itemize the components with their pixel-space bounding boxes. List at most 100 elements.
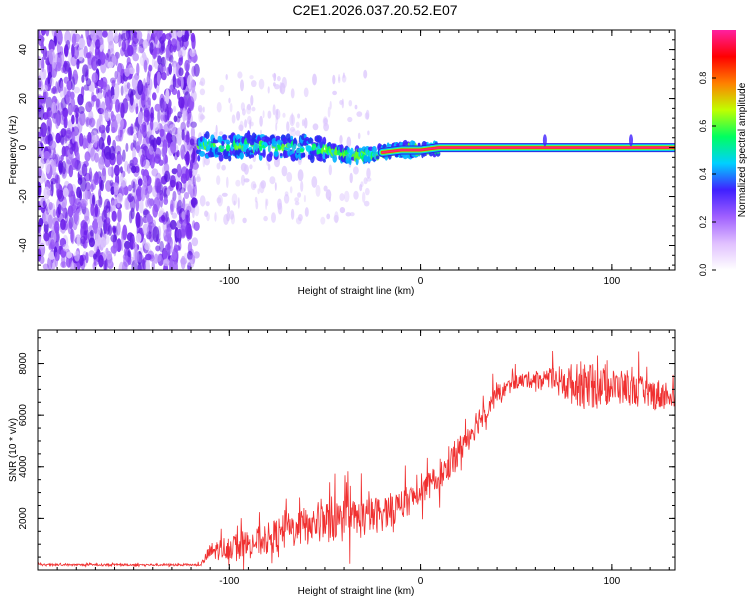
noise-cell [139,123,145,134]
noise-cell [177,111,183,119]
noise-cell [187,184,192,195]
faint-cell [349,172,353,184]
signal-cell [375,155,380,160]
noise-cell [81,163,88,177]
noise-cell [65,211,69,224]
noise-cell [179,187,186,194]
noise-cell [54,251,59,268]
noise-cell [97,226,101,235]
noise-cell [48,251,56,260]
noise-cell [39,239,46,249]
noise-cell [81,74,85,83]
faint-cell [348,100,353,107]
noise-cell [182,107,187,121]
faint-cell [333,214,339,223]
noise-cell [52,158,57,167]
noise-cell [136,62,140,76]
noise-cell [56,30,63,46]
noise-cell [162,258,170,267]
noise-cell [100,101,106,115]
noise-cell [95,98,100,108]
noise-cell [137,263,142,270]
noise-cell [169,179,176,188]
noise-cell [98,137,105,150]
faint-cell [216,162,221,170]
noise-cell [111,55,117,65]
faint-cell [252,183,257,189]
noise-cell [177,49,183,58]
noise-cell [60,134,65,145]
faint-cell [240,79,244,92]
noise-cell [118,32,122,48]
noise-cell [186,259,194,266]
noise-cell [181,46,186,57]
noise-cell [79,111,86,126]
noise-cell [172,63,177,77]
noise-cell [85,118,93,126]
noise-cell [77,106,85,114]
noise-cell [52,209,57,218]
snr-y-tick-label: 2000 [18,507,29,530]
signal-cell [262,149,266,158]
noise-cell [159,240,165,253]
noise-cell [84,207,90,222]
noise-cell [38,131,41,139]
noise-cell [162,146,167,156]
faint-cell [196,173,201,181]
noise-cell [183,192,190,199]
faint-cell [226,205,231,214]
faint-cell [235,179,241,187]
noise-cell [60,261,67,268]
faint-cell [219,84,225,93]
noise-cell [111,210,117,222]
faint-cell [320,216,326,225]
signal-cell [319,153,323,158]
noise-cell [176,220,183,229]
noise-cell [154,177,161,194]
noise-cell [149,134,155,146]
noise-cell [91,94,97,102]
noise-cell [171,196,175,213]
faint-cell [286,121,290,132]
faint-cell [323,185,328,192]
noise-cell [113,241,119,252]
noise-cell [134,98,139,107]
noise-cell [166,188,171,196]
noise-cell [94,203,99,217]
faint-cell [328,196,331,202]
noise-cell [96,58,102,67]
noise-cell [137,111,143,125]
signal-cell [274,151,279,158]
faint-cell [204,210,209,217]
noise-cell [54,220,60,234]
noise-cell [163,163,170,173]
noise-cell [145,190,150,199]
noise-cell [119,166,123,174]
faint-cell [323,122,329,132]
faint-cell [204,157,210,166]
noise-cell [42,210,50,225]
noise-cell [38,70,44,82]
noise-cell [171,88,178,95]
noise-cell [189,254,196,265]
noise-cell [107,61,114,69]
noise-cell [135,141,141,154]
noise-cell [147,84,152,99]
noise-cell [149,42,154,54]
noise-cell [168,124,176,135]
noise-cell [100,179,104,192]
noise-cell [143,108,150,123]
colorbar-tick-label: 0.6 [698,120,708,133]
faint-cell [216,175,221,186]
signal-cell [269,151,273,158]
noise-cell [126,163,131,174]
noise-cell [136,185,143,202]
doppler-track-line [381,146,675,154]
snr-panel: -100 0 100 2000 4000 6000 8000 Height of stra… [8,329,676,597]
faint-cell [249,119,252,130]
noise-cell [126,82,131,90]
faint-cell [226,176,229,189]
signal-cell [271,140,278,147]
noise-cell [55,113,60,129]
noise-cell [148,146,154,155]
